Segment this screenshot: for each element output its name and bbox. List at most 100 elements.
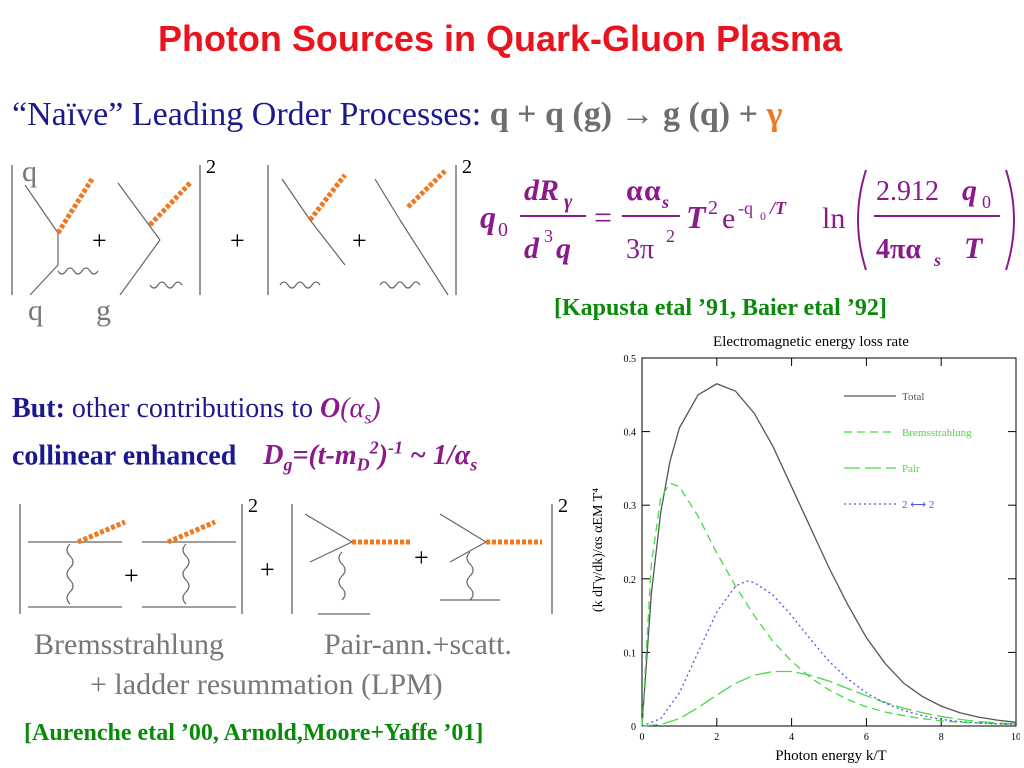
x-tick-label: 2 [714, 732, 719, 743]
formula-T: T [686, 199, 707, 235]
y-tick-label: 0.5 [624, 354, 637, 365]
formula-den-s: s [933, 250, 941, 270]
y-tick-label: 0 [631, 722, 636, 733]
dg-sub: g [283, 454, 293, 475]
pow-sup: -1 [388, 438, 403, 458]
x-tick-label: 6 [864, 732, 869, 743]
series-line-1 [641, 482, 1017, 727]
order-arg: (α [340, 393, 365, 424]
formula-alpha-s: α [644, 174, 661, 207]
formula-q0: q [480, 199, 496, 235]
formula-zero: 0 [498, 219, 508, 241]
but-line: But: other contributions to O(αs) [12, 393, 381, 429]
y-tick-label: 0.2 [624, 575, 637, 586]
but-text: other contributions to [71, 393, 313, 424]
formula-exp: e [722, 202, 735, 235]
plus-sign: + [260, 555, 275, 584]
dg-pow: ) [378, 440, 388, 472]
x-tick-label: 0 [640, 732, 645, 743]
legend-label: Bremsstrahlung [902, 427, 972, 439]
chart-xlabel: Photon energy k/T [775, 748, 886, 764]
square-exponent: 2 [206, 156, 216, 178]
formula-d: d [524, 232, 540, 265]
pair-diagram-1 [304, 513, 410, 615]
feynman-diagram-1 [24, 177, 99, 296]
label-q-bottom: q [28, 294, 43, 327]
x-tick-label: 4 [789, 732, 794, 743]
square-exponent: 2 [248, 495, 258, 517]
md-sub: D [356, 454, 370, 475]
plus-sign: + [230, 226, 245, 255]
energy-loss-chart: Electromagnetic energy loss rate Photon … [591, 334, 1021, 764]
formula-exp-sub: 0 [760, 209, 766, 223]
dg-tail: ~ 1/α [403, 440, 471, 472]
md-sup: 2 [369, 438, 379, 458]
plot-area: 0 2 4 6 8 10 0 0.1 0.2 0.3 0.4 0.5 Total Bremsstrahlu… [624, 354, 1021, 743]
x-tick-label: 8 [939, 732, 944, 743]
brems-diagram-2 [142, 519, 236, 608]
series-line-2 [641, 670, 1017, 727]
tail-sub: s [470, 454, 478, 475]
leading-order-process: q + q (g) → g (q) + [489, 96, 758, 133]
feynman-diagram-2 [117, 181, 192, 296]
order-sub: s [364, 407, 372, 428]
rate-formula: q 0 dR γ d 3 q = α α s 3π 2 T 2 e -q 0 /… [480, 169, 1015, 271]
plus-sign: + [414, 543, 429, 572]
caption-pair: Pair-ann.+scatt. [324, 628, 512, 661]
but-label: But: [12, 393, 65, 424]
label-q-top: q [22, 155, 37, 188]
plot-frame [641, 357, 1017, 727]
formula-four-pi-alpha: 4πα [876, 234, 921, 265]
pair-diagram-2 [439, 513, 542, 601]
series-line-0 [641, 383, 1017, 727]
formula-exp-arg: -q [738, 198, 753, 218]
label-g-bottom: g [96, 294, 111, 327]
gamma-symbol: γ [766, 96, 783, 133]
feynman-diagram-3 [279, 173, 347, 289]
formula-num-coef: 2.912 [876, 176, 939, 207]
formula-num-q0: q [962, 174, 977, 207]
formula-alpha: α [626, 174, 643, 207]
collinear-text: collinear enhanced [12, 440, 237, 472]
caption-brems: Bremsstrahlung [34, 628, 224, 661]
formula-equals: = [594, 199, 612, 235]
brems-diagram-1 [28, 519, 126, 608]
formula-q: q [556, 232, 571, 265]
legend-label: Total [902, 391, 924, 403]
dg-symbol: D [263, 440, 284, 472]
y-tick-label: 0.1 [624, 648, 637, 659]
dg-rest: =(t-m [292, 440, 357, 472]
formula-three-pi: 3π [626, 234, 654, 265]
formula-T-squared: 2 [708, 197, 718, 219]
dg-expression: Dg=(t-mD2)-1 ~ 1/αs [263, 438, 477, 475]
y-tick-label: 0.4 [624, 428, 637, 439]
formula-exp-over: /T [768, 198, 787, 218]
legend-label: Pair [902, 463, 920, 475]
page-title: Photon Sources in Quark-Gluon Plasma [157, 18, 843, 59]
square-exponent: 2 [558, 495, 568, 517]
formula-gamma-sub: γ [564, 191, 573, 213]
leading-order-diagrams: q q g + + 2 + 2 [11, 155, 472, 327]
higher-order-diagrams: + 2 + + 2 [19, 495, 568, 615]
formula-three: 3 [544, 226, 553, 246]
series-line-3 [641, 580, 1017, 727]
reference-kapusta: [Kapusta etal ’91, Baier etal ’92] [554, 295, 887, 321]
formula-two: 2 [666, 226, 675, 246]
legend-label: 2 ⟷ 2 [902, 499, 934, 511]
order-close: ) [371, 393, 381, 424]
plus-sign: + [92, 226, 107, 255]
caption-ladder: + ladder resummation (LPM) [90, 668, 443, 701]
square-exponent: 2 [462, 156, 472, 178]
leading-order-line: “Naïve” Leading Order Processes: q + q (… [12, 96, 782, 134]
order-symbol: O [319, 393, 341, 424]
reference-aurenche: [Aurenche etal ’00, Arnold,Moore+Yaffe ’… [24, 720, 484, 746]
plus-sign: + [352, 226, 367, 255]
formula-dR: dR [524, 174, 559, 207]
y-tick-label: 0.3 [624, 501, 637, 512]
chart-title: Electromagnetic energy loss rate [713, 334, 909, 350]
collinear-line: collinear enhanced Dg=(t-mD2)-1 ~ 1/αs [12, 438, 477, 476]
plus-sign: + [124, 561, 139, 590]
x-tick-label: 10 [1011, 732, 1020, 743]
chart-ylabel: (k dΓγ/dk)/αs αEM T⁴ [591, 488, 606, 612]
formula-num-zero: 0 [982, 192, 991, 212]
